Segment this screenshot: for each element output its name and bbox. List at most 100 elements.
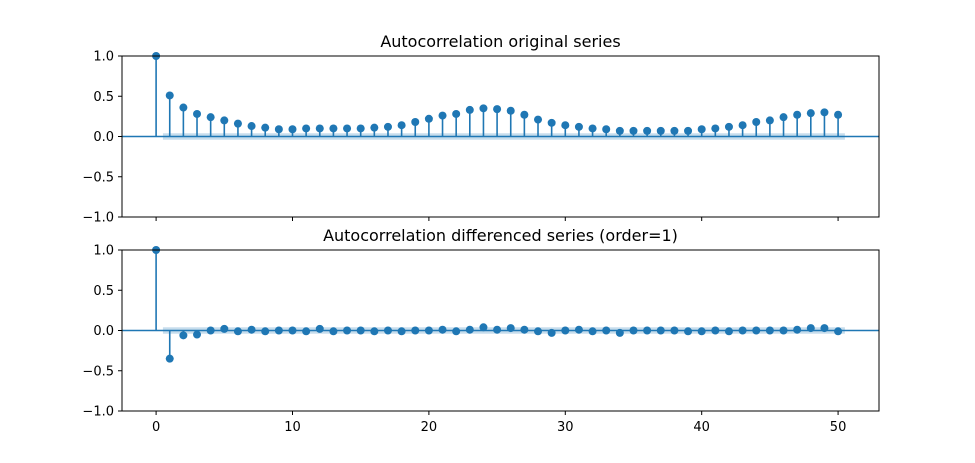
acf-point [602,326,611,335]
y-tick-label: 0.0 [93,130,114,145]
x-tick-label: 20 [421,420,438,435]
acf-point [656,326,665,335]
acf-point [343,124,352,133]
acf-point [615,126,624,135]
acf-point [834,327,843,336]
acf-point [479,104,488,113]
acf-point [383,326,392,335]
panel-title: Autocorrelation differenced series (orde… [323,226,678,245]
acf-point [288,125,297,134]
x-tick-label: 30 [557,420,574,435]
acf-point [233,327,242,336]
y-tick-label: 0.5 [93,90,114,105]
acf-point [765,116,774,125]
acf-point [383,122,392,131]
acf-point [561,121,570,130]
acf-point [711,124,720,133]
acf-point [493,325,502,334]
acf-point [506,324,515,333]
acf-point [220,116,229,125]
acf-point [765,326,774,335]
acf-point [684,327,693,336]
acf-point [247,122,256,131]
acf-point [424,326,433,335]
acf-point [629,126,638,135]
acf-point [779,326,788,335]
acf-point [534,327,543,336]
acf-point [165,91,174,100]
acf-point [302,124,311,133]
acf-point [165,354,174,363]
acf-point [261,123,270,132]
acf-point [247,325,256,334]
acf-point [629,326,638,335]
acf-point [724,122,733,131]
acf-point [465,325,474,334]
acf-point [193,109,202,118]
acf-point [179,331,188,340]
acf-point [397,327,406,336]
acf-point [670,326,679,335]
acf-point [779,113,788,122]
acf-point [697,125,706,134]
y-tick-label: −0.5 [82,364,114,379]
acf-point [506,106,515,115]
x-tick-label: 40 [693,420,710,435]
acf-point [534,115,543,124]
acf-point [588,124,597,133]
acf-point [288,326,297,335]
acf-point [602,125,611,134]
acf-point [438,325,447,334]
acf-point [806,109,815,118]
acf-point [424,114,433,123]
acf-point [738,326,747,335]
acf-point [233,119,242,128]
acf-point [179,103,188,112]
acf-point [588,327,597,336]
acf-panel-differenced: Autocorrelation differenced series (orde… [82,226,880,435]
acf-point [834,110,843,119]
x-tick-label: 50 [830,420,847,435]
acf-point [561,326,570,335]
y-tick-label: 1.0 [93,50,114,65]
acf-point [724,327,733,336]
acf-point [574,122,583,131]
acf-point [370,327,379,336]
y-tick-label: −1.0 [82,211,114,226]
acf-point [670,126,679,135]
acf-point [370,123,379,132]
acf-point [820,324,829,333]
acf-point [643,326,652,335]
acf-point [520,325,529,334]
acf-point [547,328,556,337]
acf-point [465,105,474,114]
acf-point [206,326,215,335]
acf-point [343,326,352,335]
acf-point [302,327,311,336]
y-tick-label: −1.0 [82,405,114,420]
acf-point [397,121,406,130]
acf-point [356,124,365,133]
acf-point [547,118,556,127]
acf-point [329,327,338,336]
y-tick-label: −0.5 [82,170,114,185]
acf-point [206,113,215,122]
acf-point [493,105,502,114]
acf-point [752,326,761,335]
acf-point [411,118,420,127]
panel-title: Autocorrelation original series [380,32,620,51]
acf-point [452,327,461,336]
y-tick-label: 0.0 [93,324,114,339]
acf-point [684,126,693,135]
acf-point [793,325,802,334]
acf-point [806,324,815,333]
acf-point [356,326,365,335]
acf-point [643,126,652,135]
x-tick-label: 0 [152,420,160,435]
acf-point [452,109,461,118]
acf-point [329,124,338,133]
acf-point [738,121,747,130]
acf-point [752,118,761,127]
acf-point [193,330,202,339]
